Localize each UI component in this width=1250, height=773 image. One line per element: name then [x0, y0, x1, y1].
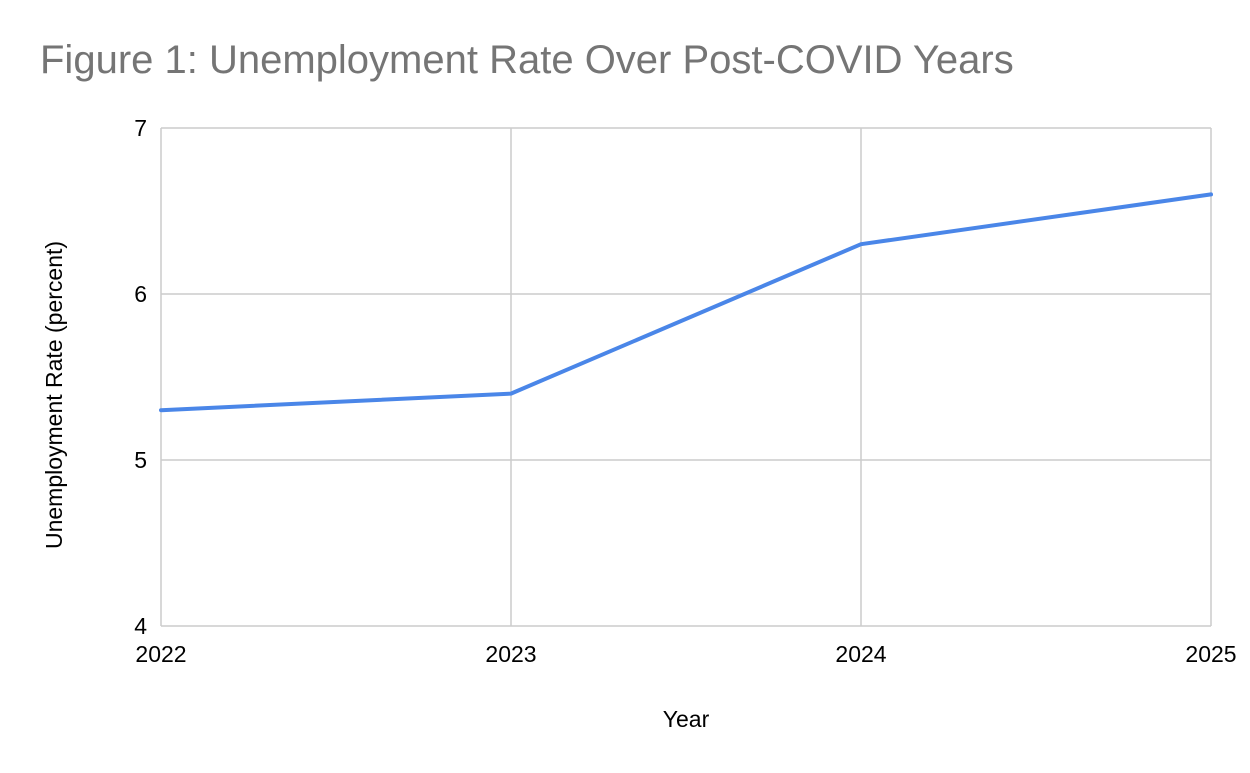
grid-lines [160, 127, 1212, 627]
x-tick-label: 2022 [135, 641, 186, 667]
chart-title: Figure 1: Unemployment Rate Over Post-CO… [40, 38, 1014, 82]
y-axis-title: Unemployment Rate (percent) [41, 241, 67, 549]
series-line [159, 192, 1213, 413]
x-tick-label: 2024 [835, 641, 886, 667]
series-lines [159, 192, 1213, 413]
y-tick-label: 7 [134, 115, 147, 141]
x-tick-label: 2025 [1185, 641, 1236, 667]
y-tick-label: 4 [134, 613, 147, 639]
x-tick-label: 2023 [485, 641, 536, 667]
y-tick-label: 5 [134, 447, 147, 473]
y-tick-label: 6 [134, 281, 147, 307]
x-axis-title: Year [663, 706, 710, 732]
x-axis-ticks: 2022 2023 2024 2025 [135, 641, 1236, 667]
y-axis-ticks: 4 5 6 7 [134, 115, 147, 639]
